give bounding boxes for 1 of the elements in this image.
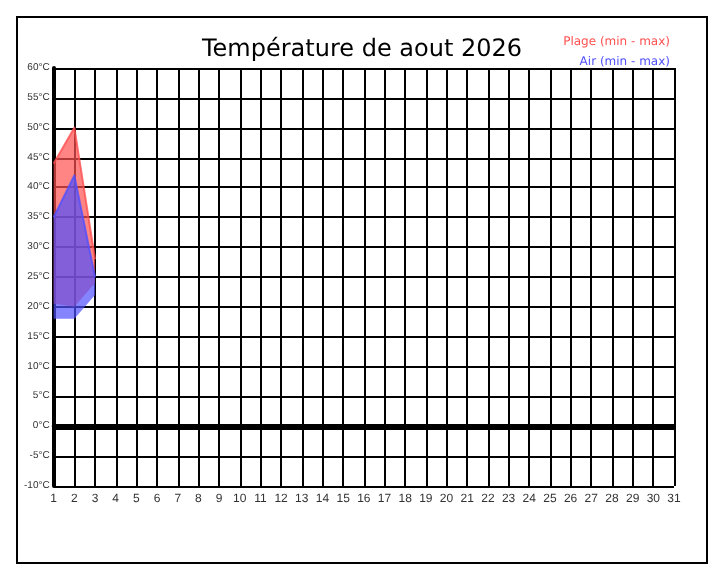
chart-title: Température de aout 2026: [199, 34, 523, 62]
